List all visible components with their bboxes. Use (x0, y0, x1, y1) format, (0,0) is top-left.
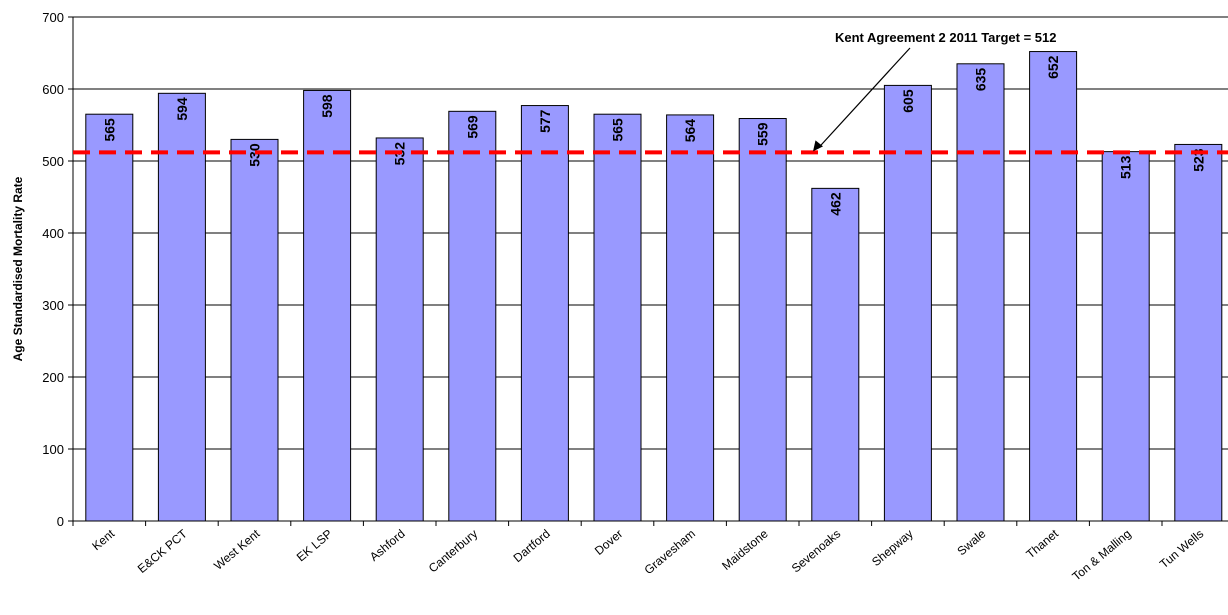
x-category-label: Tun Wells (1157, 527, 1206, 572)
target-arrowhead (813, 140, 823, 152)
y-tick-label: 500 (42, 154, 64, 169)
axes (68, 16, 1228, 526)
bar-value-label: 594 (174, 97, 190, 121)
bar-0 (85, 113, 134, 522)
x-category-label: Maidstone (719, 526, 771, 573)
bar-14 (1101, 151, 1150, 522)
bar-value-label: 569 (464, 115, 480, 139)
bar-value-label: 559 (755, 122, 771, 146)
x-category-label: Thanet (1023, 526, 1061, 561)
x-category-label: Ashford (367, 527, 408, 564)
y-tick-label: 200 (42, 370, 64, 385)
bar-6 (520, 105, 569, 522)
bar-value-label: 565 (101, 118, 117, 142)
bar-9 (738, 118, 787, 522)
bar-4 (375, 137, 424, 522)
y-tick-label: 600 (42, 82, 64, 97)
bar-value-label: 565 (610, 118, 626, 142)
bar-10 (811, 187, 860, 522)
bars (85, 51, 1223, 522)
bar-value-label: 513 (1118, 155, 1134, 179)
bar-value-label: 564 (682, 119, 698, 143)
bar-8 (666, 114, 715, 522)
y-tick-label: 400 (42, 226, 64, 241)
bar-1 (157, 92, 206, 522)
x-category-label: EK LSP (294, 527, 335, 565)
x-category-labels: Kent E&CK PCT West Kent EK LSP Ashford Canter… (89, 526, 1206, 583)
x-category-label: E&CK PCT (135, 526, 190, 576)
bar-3 (303, 89, 352, 522)
bar-5 (448, 110, 497, 522)
bar-value-label: 577 (537, 109, 553, 133)
x-category-label: Canterbury (426, 527, 480, 576)
x-category-label: Gravesham (642, 527, 699, 578)
y-tick-label: 700 (42, 10, 64, 25)
x-category-label: Sevenoaks (789, 527, 843, 576)
x-category-label: Dartford (511, 527, 553, 566)
x-category-label: Swale (954, 526, 988, 558)
y-tick-label: 300 (42, 298, 64, 313)
bar-value-label: 652 (1045, 55, 1061, 79)
bar-2 (230, 138, 279, 522)
x-category-label: Shepway (869, 527, 916, 569)
bar-13 (1029, 51, 1078, 522)
y-tick-label: 100 (42, 442, 64, 457)
y-axis-title: Age Standardised Mortality Rate (11, 176, 25, 361)
bar-15 (1174, 143, 1223, 522)
target-annotation-arrow (817, 47, 911, 149)
y-tick-label: 0 (57, 514, 64, 529)
bar-value-labels: 5655945305985325695775655645594626056356… (101, 55, 1206, 215)
bar-value-label: 635 (973, 68, 989, 92)
target-line-group (73, 47, 1228, 155)
x-category-label: Dover (592, 527, 626, 558)
y-tick-labels: 0 100 200 300 400 500 600 700 (42, 10, 64, 529)
bar-value-label: 598 (319, 94, 335, 118)
x-category-label: Kent (89, 526, 117, 553)
x-category-label: West Kent (211, 526, 263, 573)
bar-value-label: 605 (900, 89, 916, 113)
x-category-label: Ton & Malling (1069, 527, 1133, 584)
target-annotation: Kent Agreement 2 2011 Target = 512 (835, 30, 1056, 45)
bar-7 (593, 113, 642, 522)
bar-value-label: 462 (827, 192, 843, 216)
bar-value-label: 530 (247, 143, 263, 167)
bar-12 (956, 63, 1005, 522)
